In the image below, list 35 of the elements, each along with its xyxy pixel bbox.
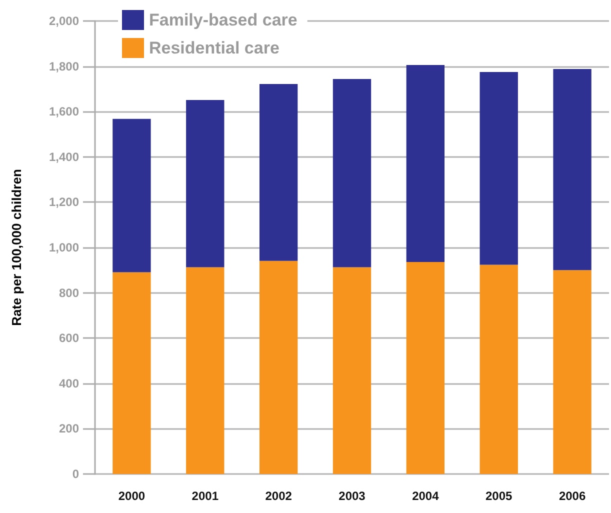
y-tick-label: 200 xyxy=(58,422,80,436)
y-tick-label: 600 xyxy=(58,331,80,346)
bar xyxy=(406,64,445,262)
bar xyxy=(480,72,518,265)
x-tick-label: 2003 xyxy=(338,489,366,503)
y-axis-title: Rate per 100,000 children xyxy=(9,169,24,326)
bar xyxy=(112,272,151,474)
x-tick-label: 2001 xyxy=(192,489,219,503)
bar xyxy=(406,262,445,474)
bar xyxy=(553,270,592,474)
y-tick-label: 1,200 xyxy=(48,195,80,210)
y-tick-label: 1,400 xyxy=(48,150,80,164)
bar xyxy=(186,267,224,474)
y-tick-label: 0 xyxy=(72,467,80,481)
bar xyxy=(186,100,224,268)
y-tick-label: 1,800 xyxy=(48,59,80,74)
x-tick-label: 2006 xyxy=(558,489,586,503)
x-tick-label: 2004 xyxy=(412,489,440,503)
bar xyxy=(259,260,298,474)
bar xyxy=(553,69,592,270)
y-tick-label: 400 xyxy=(58,376,80,390)
legend-label: Family-based care xyxy=(149,10,298,30)
y-tick-label: 1,600 xyxy=(48,104,80,119)
bar xyxy=(332,267,372,474)
y-tick-label: 2,000 xyxy=(48,14,80,28)
y-tick-label: 800 xyxy=(58,286,80,300)
bar xyxy=(259,84,298,261)
x-tick-label: 2005 xyxy=(486,489,513,503)
bar xyxy=(480,264,518,474)
y-tick-label: 1,000 xyxy=(48,240,80,254)
bar xyxy=(112,118,151,272)
legend-label: Residential care xyxy=(149,38,280,58)
bar xyxy=(332,78,372,268)
x-tick-label: 2000 xyxy=(118,489,146,503)
x-tick-label: 2002 xyxy=(265,489,292,503)
